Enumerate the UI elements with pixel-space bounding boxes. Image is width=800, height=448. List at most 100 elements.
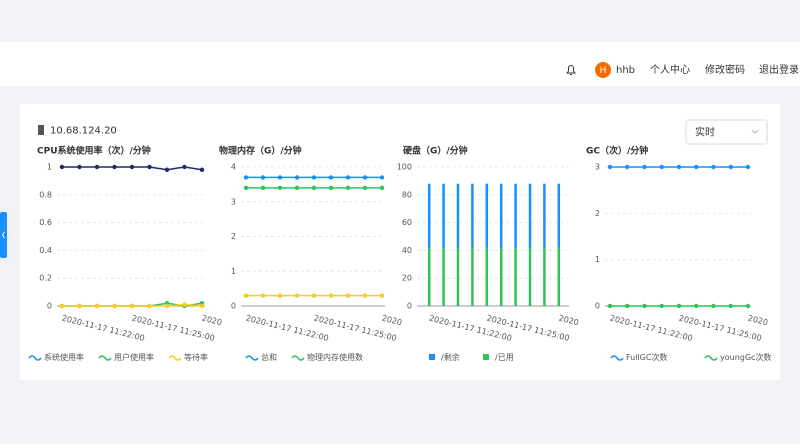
point — [199, 167, 205, 172]
point — [328, 185, 334, 191]
side-toggle[interactable] — [0, 212, 7, 258]
host: 10.68.124.20 — [50, 126, 117, 137]
point — [676, 164, 682, 170]
y-tick-label: 0 — [231, 302, 236, 311]
point — [112, 164, 117, 170]
bar-segment — [528, 247, 532, 306]
y-tick-label: 1 — [231, 267, 236, 276]
point — [694, 303, 699, 309]
legend-swatch — [610, 355, 624, 361]
point — [277, 175, 283, 180]
bell-icon[interactable] — [566, 65, 576, 75]
point — [328, 175, 334, 180]
y-tick-label: 2 — [231, 232, 236, 241]
bar-segment — [543, 183, 546, 248]
point — [182, 302, 187, 307]
bar-segment — [499, 183, 503, 248]
point — [745, 164, 751, 170]
point — [625, 303, 630, 309]
select-value: 实时 — [695, 126, 715, 139]
point — [728, 164, 733, 170]
point — [362, 293, 368, 298]
legend-swatch — [704, 355, 718, 361]
y-tick-label: 80 — [402, 190, 412, 199]
point — [362, 175, 368, 180]
legend-swatch — [291, 355, 305, 361]
bar-segment — [427, 183, 431, 248]
point — [147, 303, 152, 309]
bar-segment — [514, 247, 517, 306]
toggle-arrow — [1, 231, 5, 239]
menu-item[interactable]: 修改密码 — [705, 63, 745, 76]
point — [659, 303, 664, 309]
legend-label: /已用 — [495, 353, 514, 362]
point — [260, 175, 266, 180]
point — [112, 303, 117, 309]
y-tick-label: 20 — [402, 274, 412, 283]
point — [59, 164, 65, 170]
bar-segment — [557, 247, 561, 306]
legend-label: 物理内存使用数 — [307, 352, 363, 362]
legend-label: /剩余 — [441, 352, 460, 362]
point — [129, 164, 135, 170]
avatar[interactable] — [595, 62, 611, 78]
point — [199, 303, 205, 309]
y-tick-label: 1 — [595, 255, 600, 264]
point — [243, 185, 249, 191]
legend-swatch — [98, 355, 112, 361]
point — [328, 293, 334, 298]
point — [311, 185, 317, 191]
bar-segment — [471, 247, 474, 306]
user-name[interactable]: hhb — [616, 65, 635, 76]
legend-label: 等待率 — [184, 352, 208, 362]
point — [345, 175, 351, 180]
chart-title: 物理内存（G）/分钟 — [219, 145, 302, 157]
point — [129, 303, 135, 309]
point — [260, 293, 266, 298]
point — [711, 303, 716, 309]
menu-item[interactable]: 个人中心 — [650, 63, 690, 76]
point — [243, 293, 249, 298]
point — [182, 164, 187, 170]
top-bar — [0, 42, 800, 86]
bar-segment — [456, 183, 460, 248]
point — [260, 185, 266, 191]
y-tick-label: 0 — [595, 302, 600, 311]
point — [311, 175, 317, 180]
point — [379, 185, 385, 191]
legend-label: youngGc次数 — [720, 352, 771, 362]
bar-segment — [514, 183, 517, 248]
y-tick-label: 0.6 — [39, 218, 52, 227]
legend-swatch — [28, 355, 42, 361]
point — [379, 293, 385, 298]
legend-label: 系统使用率 — [44, 352, 84, 362]
y-tick-label: 60 — [402, 218, 412, 227]
point — [294, 293, 300, 298]
y-tick-label: 4 — [231, 163, 236, 172]
point — [164, 303, 170, 309]
y-tick-label: 0.4 — [39, 246, 52, 255]
point — [277, 185, 283, 191]
bar-segment — [471, 183, 474, 248]
select-arrow — [751, 129, 759, 134]
y-tick-label: 1 — [47, 163, 52, 172]
legend-label: 用户使用率 — [114, 352, 154, 362]
point — [294, 175, 300, 180]
point — [607, 303, 613, 309]
select[interactable] — [685, 119, 768, 145]
point — [277, 293, 283, 298]
point — [164, 167, 170, 172]
bar-segment — [427, 247, 431, 306]
panel — [20, 104, 780, 380]
point — [345, 185, 351, 191]
chart-title: CPU系统使用率（次）/分钟 — [37, 145, 151, 157]
bar-segment — [543, 247, 546, 306]
point — [294, 185, 300, 191]
bar-segment — [499, 247, 503, 306]
point — [147, 164, 152, 170]
point — [607, 164, 613, 170]
y-tick-label: 0.8 — [39, 190, 52, 199]
menu-item[interactable]: 退出登录 — [759, 63, 799, 76]
